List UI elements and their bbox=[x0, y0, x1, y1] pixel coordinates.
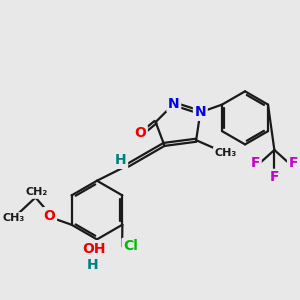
Text: N: N bbox=[194, 105, 206, 119]
Text: CH₃: CH₃ bbox=[214, 148, 237, 158]
Text: F: F bbox=[289, 156, 298, 170]
Text: CH₂: CH₂ bbox=[26, 188, 48, 197]
Text: OH: OH bbox=[82, 242, 106, 256]
Text: N: N bbox=[168, 97, 180, 111]
Text: Cl: Cl bbox=[123, 239, 138, 254]
Text: O: O bbox=[134, 126, 146, 140]
Text: F: F bbox=[250, 156, 260, 170]
Text: F: F bbox=[270, 170, 279, 184]
Text: H: H bbox=[115, 153, 127, 167]
Text: CH₃: CH₃ bbox=[2, 213, 24, 224]
Text: H: H bbox=[87, 257, 99, 272]
Text: O: O bbox=[44, 209, 56, 223]
